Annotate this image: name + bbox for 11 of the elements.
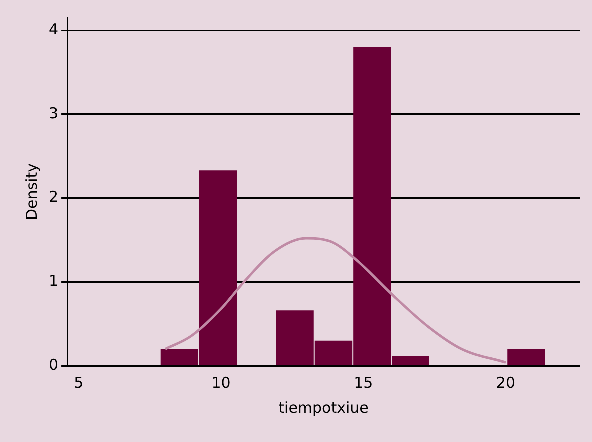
y-tick-label: 1 (48, 272, 59, 290)
x-tick-label: 5 (74, 374, 84, 392)
x-axis-title: tiempotxiue (278, 398, 369, 417)
y-tick-label: 2 (48, 188, 59, 206)
x-tick-label: 20 (496, 374, 516, 392)
y-tick-label: 3 (48, 104, 59, 122)
y-axis-title: Density (22, 163, 41, 221)
y-tick-label: 4 (48, 20, 59, 38)
x-tick-label: 10 (212, 374, 231, 392)
y-tick-label: 0 (48, 356, 59, 374)
x-tick-label: 15 (354, 374, 374, 392)
